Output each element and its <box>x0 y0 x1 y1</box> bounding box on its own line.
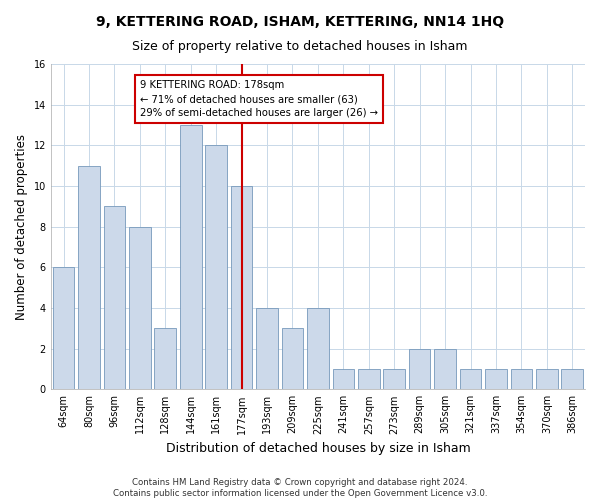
Bar <box>536 369 557 390</box>
Bar <box>53 268 74 390</box>
Text: 9 KETTERING ROAD: 178sqm
← 71% of detached houses are smaller (63)
29% of semi-d: 9 KETTERING ROAD: 178sqm ← 71% of detach… <box>140 80 378 118</box>
Text: Size of property relative to detached houses in Isham: Size of property relative to detached ho… <box>132 40 468 53</box>
Bar <box>231 186 253 390</box>
Bar <box>434 348 456 390</box>
Bar <box>485 369 507 390</box>
Text: 9, KETTERING ROAD, ISHAM, KETTERING, NN14 1HQ: 9, KETTERING ROAD, ISHAM, KETTERING, NN1… <box>96 15 504 29</box>
Bar <box>562 369 583 390</box>
Bar <box>511 369 532 390</box>
Bar <box>307 308 329 390</box>
Bar <box>78 166 100 390</box>
Bar <box>460 369 481 390</box>
Bar <box>256 308 278 390</box>
Bar <box>281 328 303 390</box>
Bar <box>383 369 405 390</box>
Bar <box>205 146 227 390</box>
Bar <box>104 206 125 390</box>
Bar <box>180 125 202 390</box>
Y-axis label: Number of detached properties: Number of detached properties <box>15 134 28 320</box>
Text: Contains HM Land Registry data © Crown copyright and database right 2024.
Contai: Contains HM Land Registry data © Crown c… <box>113 478 487 498</box>
Bar <box>358 369 380 390</box>
Bar <box>332 369 354 390</box>
Bar <box>129 226 151 390</box>
X-axis label: Distribution of detached houses by size in Isham: Distribution of detached houses by size … <box>166 442 470 455</box>
Bar <box>409 348 430 390</box>
Bar <box>154 328 176 390</box>
